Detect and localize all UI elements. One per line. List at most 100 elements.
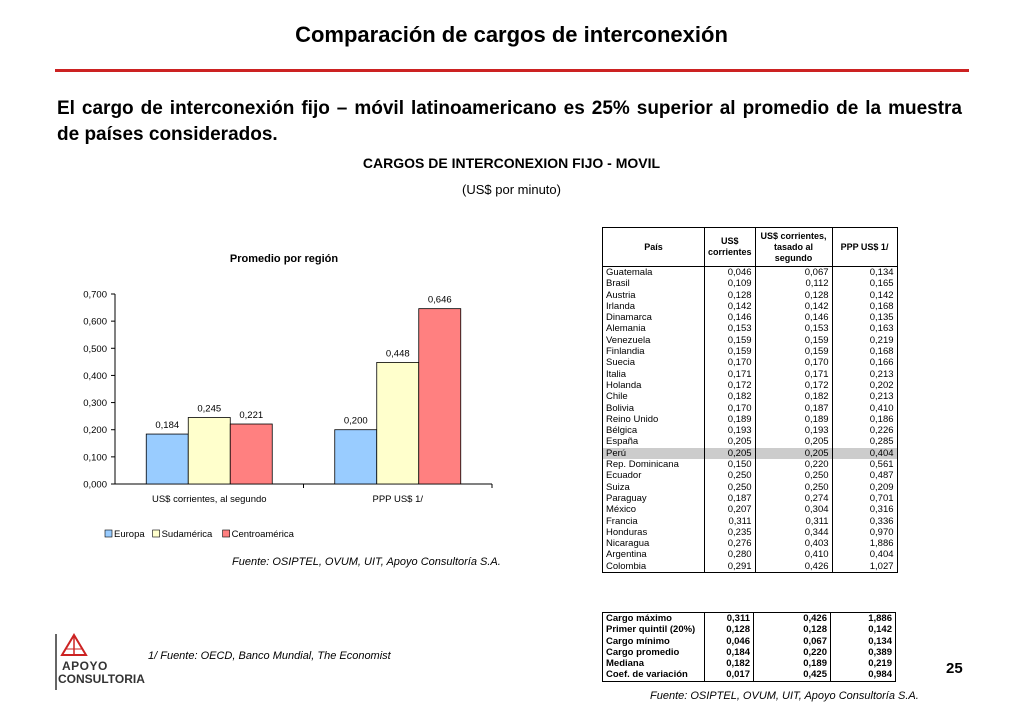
country-cell: Guatemala — [602, 266, 705, 279]
value-cell: 1,027 — [831, 560, 898, 574]
value-cell: 0,165 — [831, 278, 898, 290]
value-cell: 0,182 — [704, 391, 756, 403]
value-cell: 0,205 — [704, 436, 756, 448]
y-tick-label: 0,300 — [83, 398, 107, 409]
stat-value-cell: 0,425 — [753, 669, 831, 682]
value-cell: 0,166 — [831, 357, 898, 369]
stats-table: Cargo máximo 0,311 0,426 1,886 Primer quinti… — [602, 612, 896, 682]
data-label: 0,245 — [197, 404, 221, 415]
value-cell: 0,187 — [754, 402, 833, 414]
value-cell: 0,159 — [754, 334, 833, 347]
value-cell: 0,250 — [754, 470, 833, 482]
stat-label-cell: Cargo máximo — [602, 612, 705, 625]
stat-value-cell: 0,184 — [704, 646, 754, 659]
country-cell: Perú — [602, 447, 705, 460]
country-cell: Suiza — [602, 481, 705, 493]
data-label: 0,448 — [386, 348, 410, 359]
value-cell: 0,171 — [754, 368, 833, 380]
value-cell: 0,304 — [754, 504, 833, 516]
value-cell: 0,112 — [754, 278, 833, 290]
country-cell: Reino Unido — [602, 413, 705, 426]
value-cell: 0,202 — [831, 379, 898, 392]
value-cell: 0,159 — [704, 346, 756, 358]
stats-row: Cargo mínimo 0,046 0,067 0,134 — [602, 635, 896, 647]
value-cell: 0,205 — [754, 447, 833, 460]
value-cell: 0,142 — [704, 300, 756, 313]
value-cell: 0,235 — [704, 526, 756, 539]
value-cell: 0,336 — [831, 515, 898, 527]
section-heading: CARGOS DE INTERCONEXION FIJO - MOVIL — [362, 155, 661, 171]
country-cell: Chile — [602, 391, 705, 403]
header-ppp: PPP US$ 1/ — [831, 227, 898, 267]
country-cell: Ecuador — [602, 470, 705, 482]
title-divider — [55, 69, 969, 72]
stat-value-cell: 0,984 — [830, 669, 896, 682]
countries-table: País US$ corrientes US$ corrientes, tasa… — [602, 227, 898, 574]
stat-value-cell: 0,189 — [753, 658, 831, 670]
country-cell: Argentina — [602, 549, 705, 561]
table-row: Venezuela 0,159 0,159 0,219 — [602, 334, 898, 347]
table-row: Austria 0,128 0,128 0,142 — [602, 289, 898, 301]
y-tick-label: 0,100 — [83, 452, 107, 463]
value-cell: 0,280 — [704, 549, 756, 561]
logo-text-consultoria: CONSULTORIA — [58, 672, 145, 686]
value-cell: 0,135 — [831, 312, 898, 324]
data-label: 0,221 — [239, 410, 263, 421]
value-cell: 0,205 — [704, 447, 756, 460]
value-cell: 0,219 — [831, 334, 898, 347]
value-cell: 0,134 — [831, 266, 898, 279]
value-cell: 0,193 — [754, 425, 833, 437]
country-cell: Bolivia — [602, 402, 705, 414]
logo-text-apoyo: APOYO — [62, 659, 108, 673]
value-cell: 0,311 — [754, 515, 833, 527]
slide-title: Comparación de cargos de interconexión — [295, 22, 728, 47]
table-row: Irlanda 0,142 0,142 0,168 — [602, 300, 898, 313]
value-cell: 1,886 — [831, 538, 898, 550]
data-label: 0,200 — [344, 416, 368, 427]
value-cell: 0,182 — [754, 391, 833, 403]
value-cell: 0,153 — [754, 323, 833, 335]
chart-source-note: Fuente: OSIPTEL, OVUM, UIT, Apoyo Consul… — [232, 556, 501, 568]
country-cell: Dinamarca — [602, 312, 705, 324]
value-cell: 0,209 — [831, 481, 898, 493]
y-tick-label: 0,600 — [83, 317, 107, 328]
y-tick-label: 0,700 — [83, 290, 107, 301]
table-row: Dinamarca 0,146 0,146 0,135 — [602, 312, 898, 324]
value-cell: 0,426 — [754, 560, 833, 574]
stat-value-cell: 0,017 — [704, 669, 754, 682]
value-cell: 0,187 — [704, 492, 756, 505]
stat-value-cell: 0,182 — [704, 658, 754, 670]
value-cell: 0,128 — [704, 289, 756, 301]
country-cell: Paraguay — [602, 492, 705, 505]
bar-centroamérica — [229, 423, 273, 485]
value-cell: 0,163 — [831, 323, 898, 335]
value-cell: 0,316 — [831, 504, 898, 516]
table-row: Honduras 0,235 0,344 0,970 — [602, 526, 898, 539]
value-cell: 0,701 — [831, 492, 898, 505]
y-tick-label: 0,000 — [83, 480, 107, 491]
country-cell: Finlandia — [602, 346, 705, 358]
table-row: Ecuador 0,250 0,250 0,487 — [602, 470, 898, 482]
stat-label-cell: Coef. de variación — [602, 669, 705, 682]
table-row: México 0,207 0,304 0,316 — [602, 504, 898, 516]
value-cell: 0,205 — [754, 436, 833, 448]
stat-value-cell: 0,426 — [753, 612, 831, 625]
stats-row: Primer quintil (20%) 0,128 0,128 0,142 — [602, 624, 896, 636]
value-cell: 0,159 — [754, 346, 833, 358]
stat-label-cell: Cargo promedio — [602, 646, 705, 659]
value-cell: 0,291 — [704, 560, 756, 574]
y-tick-label: 0,500 — [83, 344, 107, 355]
value-cell: 0,276 — [704, 538, 756, 550]
value-cell: 0,170 — [704, 357, 756, 369]
country-cell: Brasil — [602, 278, 705, 290]
legend-entry: Centroamérica — [232, 529, 295, 540]
stat-value-cell: 0,311 — [704, 612, 754, 625]
stats-row: Coef. de variación 0,017 0,425 0,984 — [602, 669, 896, 682]
page-number: 25 — [946, 660, 963, 677]
value-cell: 0,250 — [754, 481, 833, 493]
apoyo-logo — [60, 633, 88, 656]
bar-chart: Promedio por región 0,000 0,100 0,200 0,300 0… — [83, 253, 493, 540]
header-usd: US$ corrientes — [704, 227, 756, 267]
stat-value-cell: 0,142 — [830, 624, 896, 636]
value-cell: 0,159 — [704, 334, 756, 347]
